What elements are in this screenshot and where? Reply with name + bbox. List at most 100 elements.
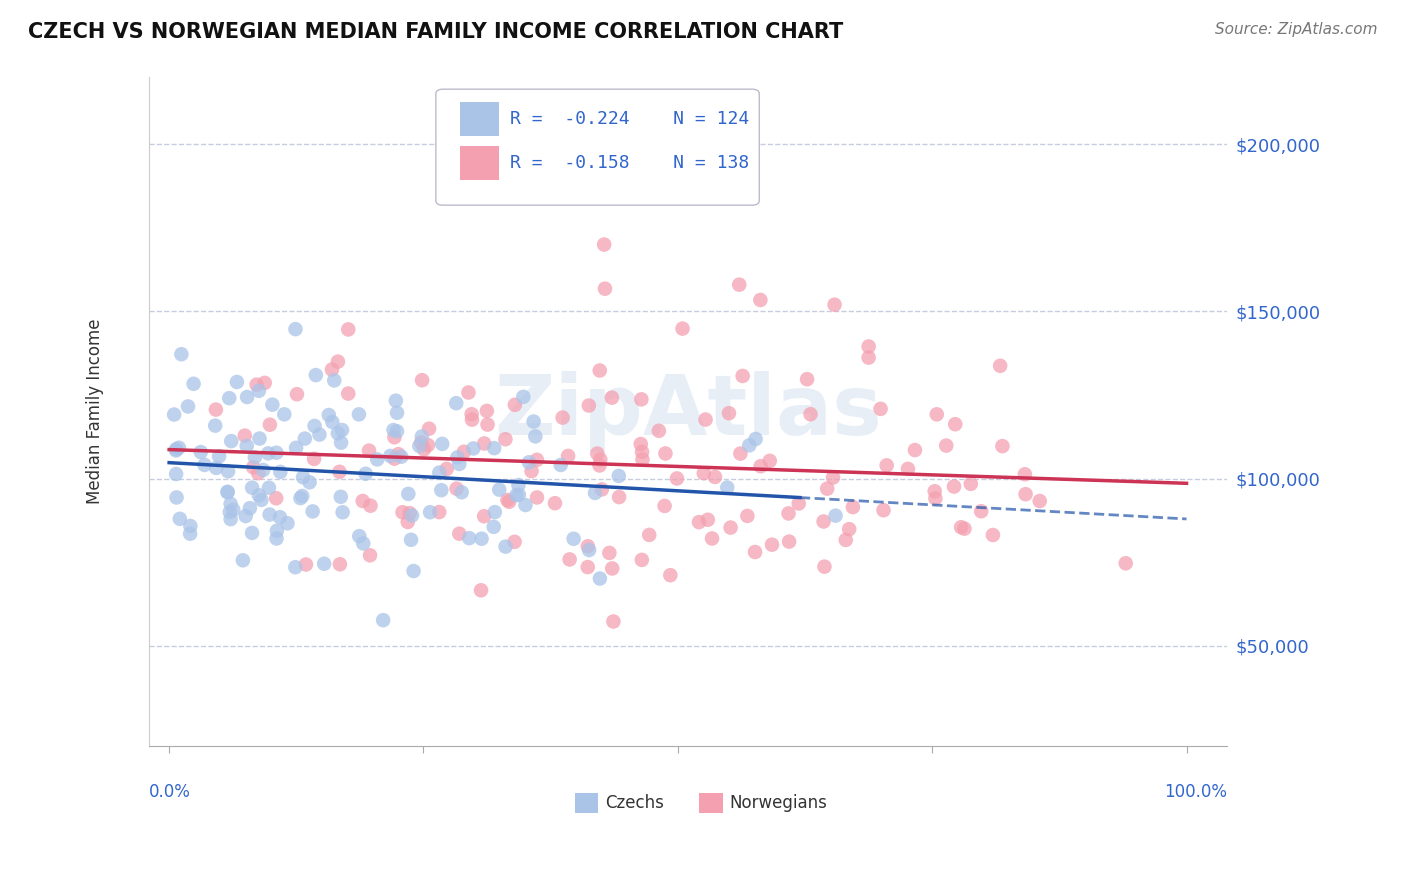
Point [166,491,188,505]
Point [503,534,526,549]
Point [515,498,537,512]
Point [399,533,422,547]
Point [380,449,402,463]
Text: Median Family Income: Median Family Income [86,319,104,504]
Point [488,483,510,497]
Text: R =  -0.224    N = 124: R = -0.224 N = 124 [510,110,749,128]
Point [731,368,754,383]
Point [337,322,360,336]
Point [402,564,425,578]
Point [253,376,276,390]
Point [494,432,516,446]
Point [821,470,844,484]
Point [659,568,682,582]
Point [953,522,976,536]
Point [484,505,506,519]
Point [247,466,270,480]
Point [401,508,423,523]
Point [869,401,891,416]
Point [217,485,239,500]
Point [835,533,858,547]
Point [988,359,1011,373]
Point [593,282,616,296]
Point [544,496,567,510]
Point [654,499,676,513]
Point [460,407,482,421]
Point [411,373,433,387]
Point [285,441,308,455]
Point [607,469,630,483]
Point [458,531,481,545]
Point [799,407,821,421]
Point [648,424,671,438]
Point [352,536,374,550]
Point [190,445,212,459]
Point [904,443,927,458]
Point [418,422,440,436]
Point [257,446,280,460]
Point [330,423,353,437]
Point [330,435,353,450]
Point [436,462,458,476]
Point [389,450,412,464]
Point [638,528,661,542]
Point [526,491,548,505]
Point [218,391,240,405]
Point [562,532,585,546]
Point [749,293,772,307]
Point [593,237,616,252]
Point [232,553,254,567]
Point [578,543,600,558]
Point [717,406,740,420]
Point [269,465,291,479]
Point [943,417,966,432]
Point [396,487,419,501]
Point [505,488,527,502]
Point [630,392,652,407]
Point [259,417,281,432]
Point [897,462,920,476]
Point [588,458,610,473]
Point [240,481,263,495]
Point [385,425,408,439]
Point [446,450,468,465]
Point [302,451,325,466]
Text: ZipAtlas: ZipAtlas [494,371,882,452]
Point [444,396,467,410]
Point [700,532,723,546]
Point [761,538,783,552]
Text: 0.0%: 0.0% [149,782,191,801]
Point [318,408,340,422]
FancyBboxPatch shape [575,793,599,813]
Point [233,428,256,442]
Point [329,490,352,504]
Point [165,442,187,457]
Point [950,520,973,534]
Point [943,479,966,493]
Point [508,488,530,502]
Point [472,509,495,524]
Point [813,515,835,529]
Point [730,446,752,460]
Point [449,526,471,541]
Point [321,415,343,429]
Point [1028,494,1050,508]
Point [749,459,772,474]
Point [517,455,540,469]
Point [876,458,898,473]
Point [169,512,191,526]
Point [600,561,623,575]
Point [222,503,245,517]
Point [352,494,374,508]
Point [413,442,436,457]
Point [354,467,377,481]
Point [167,441,190,455]
Point [384,430,406,444]
Point [276,516,298,531]
Point [778,534,800,549]
Point [290,491,312,505]
Point [631,445,654,459]
Point [235,439,257,453]
Point [219,512,242,526]
Point [292,470,315,484]
